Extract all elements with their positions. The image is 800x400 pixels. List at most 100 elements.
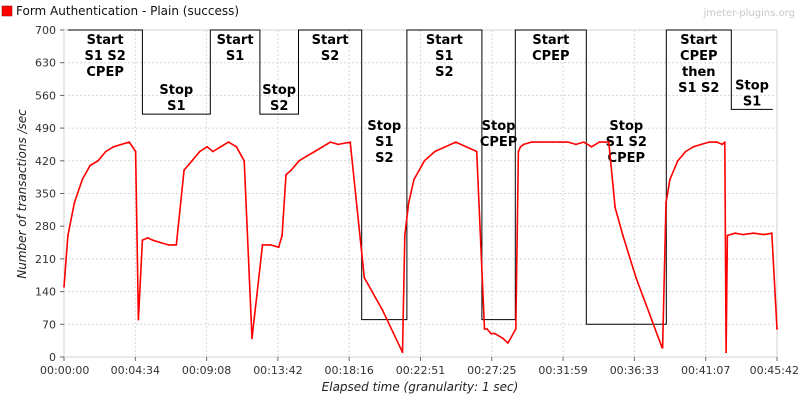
data-point: [607, 141, 610, 144]
data-point: [243, 159, 246, 162]
series-line: [63, 141, 778, 354]
annotation-label: Start: [217, 33, 254, 48]
data-point: [134, 150, 137, 153]
data-point: [285, 173, 287, 176]
series-layer: [63, 141, 778, 354]
data-point: [120, 143, 123, 146]
data-point: [175, 244, 178, 246]
annotation-label: S2: [270, 99, 288, 114]
data-point: [104, 150, 107, 153]
series-0: [63, 141, 778, 354]
data-point: [298, 159, 300, 162]
y-tick-label: 140: [35, 286, 56, 299]
data-point: [475, 150, 478, 153]
data-point: [454, 141, 457, 144]
data-point: [661, 346, 664, 349]
annotation-label: Start: [680, 33, 717, 48]
data-point: [321, 145, 324, 148]
y-tick-label: 490: [35, 122, 56, 135]
annotation-label: CPEP: [86, 65, 123, 80]
data-point: [363, 276, 366, 279]
annotation-label: Stop: [367, 119, 401, 134]
data-point: [313, 150, 316, 153]
data-point: [128, 141, 131, 144]
annotation-label: then: [682, 65, 716, 80]
x-axis-ticks: 00:00:00 00:04:34 00:09:08 00:13:42 00:18:16…: [40, 357, 799, 377]
x-tick-label: 00:04:34: [111, 364, 160, 377]
data-point: [81, 178, 84, 181]
data-point: [403, 234, 406, 237]
data-point: [721, 143, 724, 146]
y-tick-label: 210: [35, 253, 56, 266]
data-point: [669, 178, 671, 181]
data-point: [676, 159, 679, 162]
data-point: [551, 141, 554, 144]
annotation-label: Stop: [482, 119, 516, 134]
data-point: [349, 141, 352, 144]
data-point: [219, 145, 222, 148]
data-point: [434, 150, 436, 153]
annotation-label: Stop: [735, 78, 769, 93]
data-point: [519, 145, 522, 148]
x-tick-label: 00:13:42: [253, 364, 302, 377]
data-point: [486, 328, 488, 330]
x-tick-label: 00:00:00: [40, 364, 89, 377]
annotation-label: Start: [426, 33, 463, 48]
x-tick-label: 00:41:07: [681, 364, 730, 377]
data-point: [329, 141, 332, 144]
annotation-label: S1: [435, 49, 453, 64]
annotation-label: S1 S2: [84, 49, 125, 64]
data-point: [716, 141, 718, 144]
data-point: [622, 234, 624, 237]
grid: [63, 29, 778, 358]
x-tick-label: 00:36:33: [610, 364, 659, 377]
data-point: [183, 169, 186, 172]
y-tick-label: 70: [42, 318, 56, 331]
data-point: [490, 332, 492, 335]
x-tick-label: 00:09:08: [182, 364, 231, 377]
data-point: [251, 337, 253, 340]
annotation-label: Stop: [262, 83, 296, 98]
y-tick-label: 420: [35, 155, 56, 168]
annotation-label: CPEP: [480, 135, 517, 150]
y-tick-label: 280: [35, 220, 56, 233]
data-point: [337, 143, 340, 146]
data-point: [665, 201, 667, 204]
data-point: [141, 239, 144, 242]
data-point: [541, 141, 543, 144]
annotation-label: S1: [167, 99, 185, 114]
data-point: [726, 234, 729, 237]
data-point: [635, 276, 637, 279]
watermark: jmeter-plugins.org: [702, 8, 795, 19]
data-point: [212, 150, 214, 153]
legend-swatch: [1, 5, 13, 17]
annotation-label: Start: [532, 33, 569, 48]
data-point: [63, 286, 65, 288]
y-tick-label: 630: [35, 57, 56, 70]
y-axis-ticks: 0 70 140 210 280 350 420 490 560 630 700: [35, 24, 64, 364]
annotation-label: CPEP: [608, 151, 645, 166]
data-point: [725, 351, 727, 354]
data-point: [423, 159, 426, 162]
x-tick-label: 00:22:51: [396, 364, 445, 377]
data-point: [575, 143, 577, 146]
data-point: [514, 328, 517, 330]
data-point: [763, 233, 765, 236]
y-axis-title: Number of transactions /sec: [15, 109, 29, 279]
data-point: [494, 332, 496, 335]
data-point: [167, 244, 170, 246]
data-point: [770, 232, 773, 235]
y-tick-label: 0: [49, 351, 56, 364]
data-point: [530, 141, 533, 144]
annotation-label: S2: [321, 49, 339, 64]
data-point: [708, 141, 710, 144]
data-point: [567, 141, 569, 144]
x-tick-label: 00:18:16: [324, 364, 373, 377]
data-point: [465, 145, 468, 148]
data-point: [407, 201, 410, 204]
data-point: [590, 145, 593, 148]
data-point: [742, 233, 744, 236]
data-point: [73, 201, 76, 204]
annotation-label: S1: [375, 135, 393, 150]
